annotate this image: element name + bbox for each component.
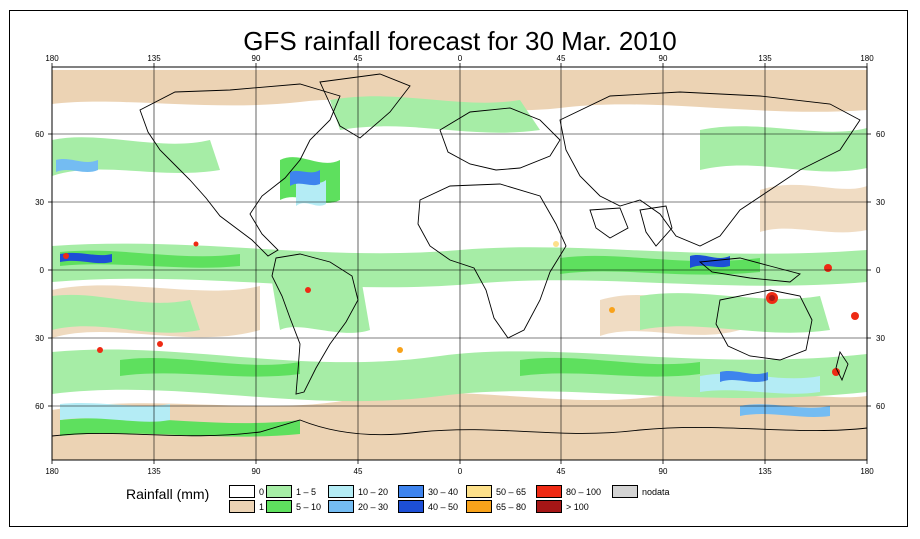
coastlines	[52, 73, 867, 437]
legend-swatch	[398, 500, 424, 513]
legend-title: Rainfall (mm)	[126, 486, 210, 502]
lat-label-right: 60	[876, 130, 885, 139]
legend-label: 10 – 20	[358, 487, 389, 497]
lon-label-top: 45	[354, 54, 363, 63]
legend-swatch	[466, 500, 492, 513]
map-border	[51, 66, 868, 461]
legend-label: 20 – 30	[358, 502, 389, 512]
legend-label: 0	[259, 487, 265, 497]
legend-swatch	[266, 485, 292, 498]
lon-label-bottom: 45	[557, 467, 566, 476]
lon-label-bottom: 135	[758, 467, 772, 476]
tick-marks	[48, 63, 871, 464]
lat-label-left: 30	[35, 198, 44, 207]
legend-label: 40 – 50	[428, 502, 459, 512]
legend-label: > 100	[566, 502, 589, 512]
lon-label-bottom: 45	[354, 467, 363, 476]
legend-swatch	[466, 485, 492, 498]
lon-label-top: 180	[45, 54, 59, 63]
lon-label-top: 135	[147, 54, 161, 63]
lon-label-bottom: 180	[45, 467, 59, 476]
legend-label: 65 – 80	[496, 502, 527, 512]
lat-label-left: 30	[35, 334, 44, 343]
lat-label-right: 30	[876, 334, 885, 343]
legend-label: 1	[259, 502, 265, 512]
legend-swatch	[229, 485, 255, 498]
legend-swatch	[328, 500, 354, 513]
lon-label-bottom: 0	[458, 467, 463, 476]
graticule	[52, 67, 867, 460]
lon-label-top: 135	[758, 54, 772, 63]
lat-label-left: 60	[35, 130, 44, 139]
lon-label-bottom: 180	[860, 467, 874, 476]
legend-swatch	[328, 485, 354, 498]
legend-label: 5 – 10	[296, 502, 322, 512]
lat-label-right: 0	[876, 266, 881, 275]
legend-label: 80 – 100	[566, 487, 602, 497]
legend-swatch	[612, 485, 638, 498]
lon-label-top: 180	[860, 54, 874, 63]
lat-label-left: 60	[35, 402, 44, 411]
lon-label-top: 90	[252, 54, 261, 63]
legend-label: nodata	[642, 487, 670, 497]
legend-swatch	[536, 500, 562, 513]
lon-label-top: 0	[458, 54, 463, 63]
legend-label: 30 – 40	[428, 487, 459, 497]
lon-label-bottom: 90	[252, 467, 261, 476]
legend-label: 1 – 5	[296, 487, 317, 497]
lon-label-top: 90	[659, 54, 668, 63]
legend-swatch	[229, 500, 255, 513]
lon-label-bottom: 90	[659, 467, 668, 476]
lon-label-top: 45	[557, 54, 566, 63]
lat-label-right: 30	[876, 198, 885, 207]
lon-label-bottom: 135	[147, 467, 161, 476]
legend-swatch	[266, 500, 292, 513]
lat-label-right: 60	[876, 402, 885, 411]
legend-swatch	[398, 485, 424, 498]
legend-label: 50 – 65	[496, 487, 527, 497]
legend-swatch	[536, 485, 562, 498]
lat-label-left: 0	[40, 266, 45, 275]
map-title: GFS rainfall forecast for 30 Mar. 2010	[243, 26, 677, 56]
figure-frame	[9, 10, 908, 527]
